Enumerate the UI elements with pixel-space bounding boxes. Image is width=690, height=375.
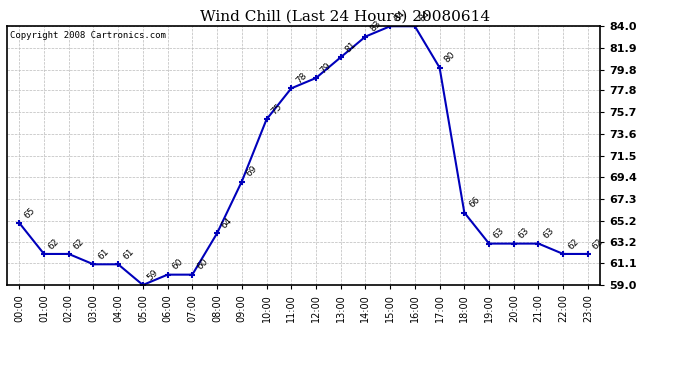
Text: Wind Chill (Last 24 Hours) 20080614: Wind Chill (Last 24 Hours) 20080614 [200,9,490,23]
Text: 59: 59 [146,268,160,282]
Text: 62: 62 [72,237,86,251]
Text: 84: 84 [417,9,432,24]
Text: 63: 63 [541,226,555,241]
Text: 61: 61 [121,247,135,261]
Text: 75: 75 [269,102,284,117]
Text: 66: 66 [467,195,482,210]
Text: 65: 65 [22,206,37,220]
Text: Copyright 2008 Cartronics.com: Copyright 2008 Cartronics.com [10,32,166,40]
Text: 62: 62 [566,237,580,251]
Text: 83: 83 [368,20,383,34]
Text: 84: 84 [393,9,407,24]
Text: 78: 78 [294,71,308,86]
Text: 81: 81 [344,40,358,54]
Text: 80: 80 [442,50,457,65]
Text: 60: 60 [195,257,210,272]
Text: 62: 62 [591,237,605,251]
Text: 61: 61 [96,247,110,261]
Text: 62: 62 [47,237,61,251]
Text: 63: 63 [492,226,506,241]
Text: 63: 63 [517,226,531,241]
Text: 64: 64 [220,216,234,231]
Text: 79: 79 [319,61,333,75]
Text: 60: 60 [170,257,185,272]
Text: 69: 69 [244,164,259,179]
